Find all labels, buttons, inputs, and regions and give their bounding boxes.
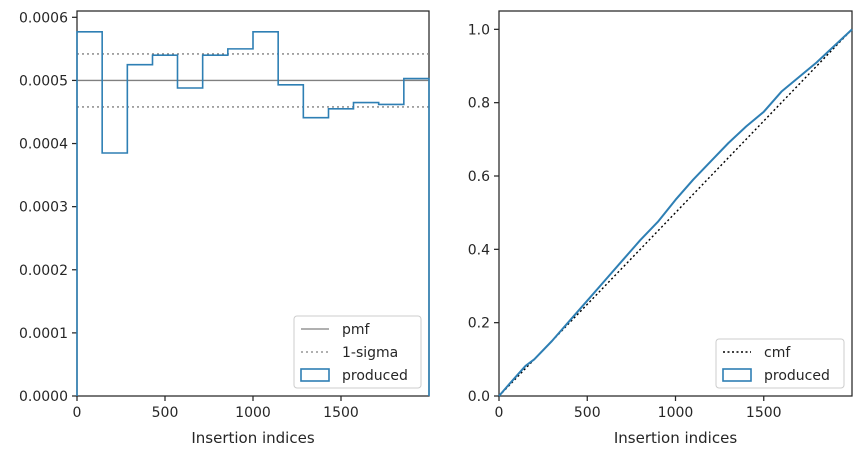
histogram-step-outline: [76, 31, 430, 396]
cumulative-panel: 0.0 0.2 0.4 0.6 0.8 1.0 0 500 1000 1500 Insertio…: [468, 10, 853, 447]
histogram-bin: [203, 55, 228, 396]
y-tick-label: 0.0001: [19, 326, 68, 342]
cmf-line: [498, 28, 853, 397]
cumulative-legend: cmf produced: [715, 338, 845, 389]
x-tick-label: 1500: [323, 405, 359, 421]
x-tick-label: 500: [574, 405, 601, 421]
y-tick-label: 0.0000: [19, 389, 68, 405]
histogram-bin: [77, 32, 102, 396]
cumulative-y-ticks: 0.0 0.2 0.4 0.6 0.8 1.0: [468, 22, 499, 405]
legend-entry-label: produced: [764, 368, 830, 384]
legend-entry-label: pmf: [342, 322, 371, 338]
y-tick-label: 0.0002: [19, 263, 68, 279]
legend-entry-label: cmf: [764, 345, 791, 361]
x-tick-label: 500: [152, 405, 179, 421]
histogram-bin: [253, 32, 278, 396]
x-tick-label: 1000: [235, 405, 271, 421]
histogram-bin: [127, 65, 152, 396]
legend-frame: [715, 338, 845, 389]
y-tick-label: 0.2: [468, 316, 490, 332]
y-tick-label: 0.8: [468, 96, 490, 112]
legend-entry-label: produced: [342, 368, 408, 384]
histogram-bin: [177, 88, 202, 396]
legend-entry-label: 1-sigma: [342, 345, 398, 361]
cumulative-x-ticks: 0 500 1000 1500: [495, 396, 782, 421]
produced-cumulative-line: [498, 28, 853, 397]
y-tick-label: 0.0: [468, 389, 490, 405]
histogram-bin: [102, 153, 127, 396]
histogram-panel: 0.0000 0.0001 0.0002 0.0003 0.0004 0.0005 0.00…: [19, 10, 430, 447]
cumulative-plot-area: [498, 10, 853, 397]
legend-produced-swatch: [722, 368, 752, 382]
y-tick-label: 0.0003: [19, 200, 68, 216]
y-tick-label: 0.4: [468, 242, 490, 258]
histogram-bin: [228, 49, 253, 396]
x-tick-label: 1500: [746, 405, 782, 421]
x-tick-label: 0: [495, 405, 504, 421]
y-tick-label: 0.0005: [19, 73, 68, 89]
y-tick-label: 0.6: [468, 169, 490, 185]
y-tick-label: 0.0006: [19, 10, 68, 26]
histogram-marks: [76, 31, 430, 396]
histogram-x-ticks: 0 500 1000 1500: [73, 396, 359, 421]
histogram-x-axis-label: Insertion indices: [191, 429, 314, 447]
histogram-y-ticks: 0.0000 0.0001 0.0002 0.0003 0.0004 0.0005 0.00…: [19, 10, 77, 405]
x-tick-label: 0: [73, 405, 82, 421]
cumulative-marks: [498, 28, 853, 397]
legend-produced-swatch: [300, 368, 330, 382]
cumulative-x-axis-label: Insertion indices: [614, 429, 737, 447]
histogram-legend: pmf 1-sigma produced: [293, 315, 422, 389]
y-tick-label: 1.0: [468, 22, 490, 38]
legend-frame: [293, 315, 422, 389]
x-tick-label: 1000: [658, 405, 694, 421]
y-tick-label: 0.0004: [19, 137, 68, 153]
